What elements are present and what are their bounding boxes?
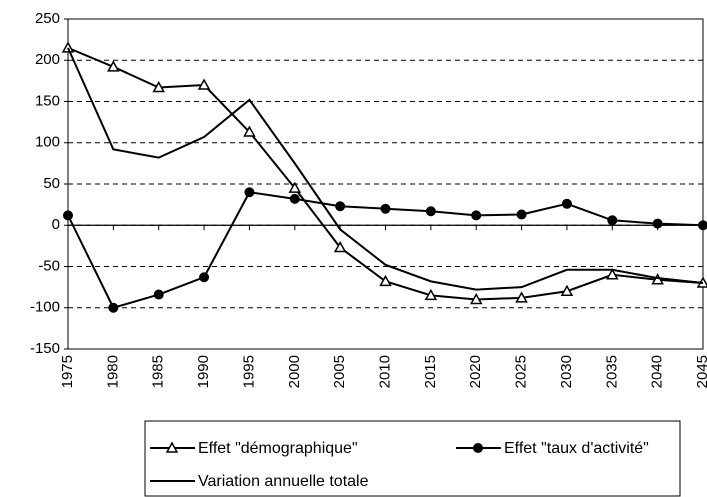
marker-triangle [288, 181, 302, 193]
marker-triangle [379, 274, 392, 287]
marker-circle [516, 209, 527, 220]
x-tick-label: 2025 [513, 355, 530, 388]
marker-circle [153, 289, 164, 300]
x-tick-label: 2040 [649, 355, 666, 388]
plot-frame [67, 18, 704, 350]
x-tick-label: 2005 [331, 355, 348, 388]
legend-marker [165, 441, 179, 453]
x-tick-label: 2015 [422, 355, 439, 388]
y-tick-label: -50 [38, 257, 60, 274]
x-tick-label: 2020 [467, 355, 484, 388]
marker-triangle [606, 268, 619, 280]
y-tick-label: 200 [35, 51, 60, 68]
legend-marker [473, 443, 483, 453]
marker-circle [289, 193, 300, 204]
marker-triangle [152, 80, 165, 93]
legend-label: Effet "démographique" [198, 440, 358, 457]
marker-triangle [424, 288, 438, 301]
marker-triangle [107, 60, 120, 72]
marker-circle [561, 198, 572, 209]
y-tick-label: 100 [35, 134, 60, 151]
legend-label: Effet "taux d'activité" [504, 440, 649, 457]
marker-circle [652, 218, 663, 229]
marker-circle [698, 220, 707, 231]
marker-triangle [197, 78, 211, 90]
x-tick-label: 1995 [240, 355, 257, 388]
legend-box [144, 420, 681, 497]
marker-circle [471, 210, 482, 221]
y-tick-label: 50 [43, 175, 60, 192]
legend-label: Variation annuelle totale [198, 473, 369, 490]
x-tick-label: 2000 [286, 355, 303, 388]
x-tick-label: 1975 [59, 355, 76, 388]
y-tick-label: 0 [52, 216, 60, 233]
x-tick-label: 2045 [694, 355, 707, 388]
y-tick-label: -100 [30, 299, 60, 316]
marker-circle [199, 272, 210, 283]
x-tick-label: 1980 [104, 355, 121, 388]
series-line [67, 46, 704, 301]
x-tick-label: 2035 [603, 355, 620, 388]
marker-circle [244, 187, 255, 198]
x-tick-label: 1990 [195, 355, 212, 388]
marker-circle [607, 215, 618, 226]
marker-triangle [61, 41, 75, 53]
marker-circle [380, 203, 391, 214]
marker-triangle [333, 240, 347, 253]
marker-triangle [469, 292, 483, 305]
y-tick-label: 150 [35, 92, 60, 109]
x-tick-label: 1985 [150, 355, 167, 388]
x-tick-label: 2030 [558, 355, 575, 388]
marker-circle [108, 302, 119, 313]
marker-circle [425, 206, 436, 217]
marker-triangle [560, 284, 574, 296]
marker-triangle [243, 125, 256, 137]
x-tick-label: 2010 [376, 355, 393, 388]
marker-triangle [515, 291, 528, 303]
y-tick-label: 250 [35, 10, 60, 27]
marker-circle [63, 210, 73, 221]
y-tick-label: -150 [30, 340, 60, 357]
marker-circle [335, 201, 346, 212]
series-line [67, 47, 704, 291]
